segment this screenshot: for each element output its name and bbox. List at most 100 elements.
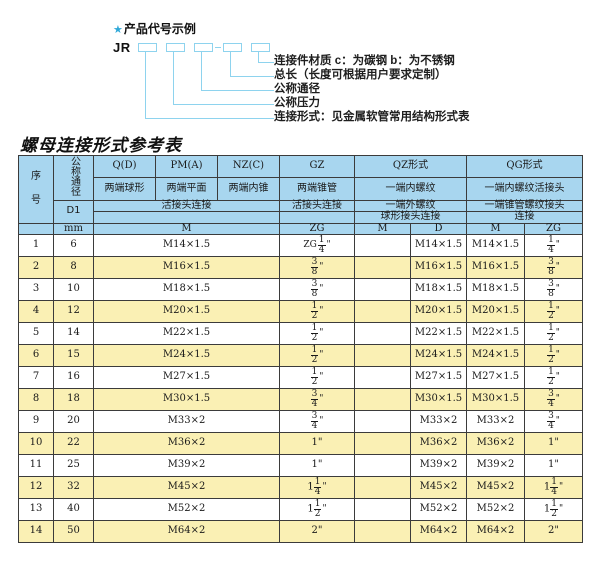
cell-dn: 6	[53, 234, 94, 257]
cell-qg-m: M30×1.5	[466, 388, 525, 411]
cell-seq: 12	[18, 476, 54, 499]
header-d1-qz: 球形接头连接	[354, 211, 467, 224]
cell-qg-m: M39×2	[466, 454, 525, 477]
cell-qz-m	[354, 256, 411, 279]
cell-qg-zg: 3 8 "	[524, 278, 583, 301]
cell-qz-d: M16×1.5	[410, 256, 467, 279]
cell-qz-m	[354, 498, 411, 521]
cell-dn: 10	[53, 278, 94, 301]
cell-m: M39×2	[93, 454, 280, 477]
header-row-units: mm M ZG M D M ZG	[18, 222, 583, 235]
product-code-heading-label: 产品代号示例	[123, 22, 196, 36]
cell-gz: 1 1 2 "	[279, 498, 355, 521]
table-row: 3 10 M18×1.5 3 8 " M18×1.5 M18×1.5 3 8 "	[18, 278, 583, 301]
product-code-heading: ★产品代号示例	[113, 20, 196, 37]
product-code-diagram: ★产品代号示例 JR 连接件材质 c：为碳钢 b：为不锈钢 总长（长度可根据用户…	[0, 0, 600, 128]
annotation-nominal-dia: 公称通径	[274, 83, 320, 95]
cell-qz-m	[354, 322, 411, 345]
product-code-prefix: JR	[113, 40, 131, 55]
cell-qg-zg: 1 2 "	[524, 300, 583, 323]
cell-qz-m	[354, 388, 411, 411]
cell-gz: 1 2 "	[279, 344, 355, 367]
cell-dn: 22	[53, 432, 94, 455]
header-join-qg: 一端锥管螺纹接头	[466, 199, 583, 212]
cell-qz-d: M27×1.5	[410, 366, 467, 389]
cell-qg-zg: 1 1 2 "	[524, 498, 583, 521]
table-row: 8 18 M30×1.5 3 4 " M30×1.5 M30×1.5 3 4 "	[18, 388, 583, 411]
cell-qg-m: M64×2	[466, 520, 525, 543]
cell-qg-m: M36×2	[466, 432, 525, 455]
header-group-code-qg: QG形式	[466, 154, 583, 179]
header-desc-nzc: 两端内锥	[217, 177, 280, 201]
cell-qg-m: M24×1.5	[466, 344, 525, 367]
header-unit-seq	[18, 222, 54, 235]
cell-qg-zg: 1 2 "	[524, 322, 583, 345]
header-nominal-diameter: 公称通径	[53, 155, 94, 201]
cell-m: M33×2	[93, 410, 280, 433]
cell-qg-zg: 3 4 "	[524, 410, 583, 433]
cell-qg-zg: 1 2 "	[524, 366, 583, 389]
header-desc-gz: 两端锥管	[279, 177, 355, 201]
cell-gz: 3 8 "	[279, 256, 355, 279]
header-d1-qg: 连接	[466, 211, 583, 224]
cell-qz-m	[354, 366, 411, 389]
table-title: 螺母连接形式参考表	[20, 136, 182, 156]
cell-seq: 11	[18, 454, 54, 477]
header-unit-qg-zg: ZG	[524, 222, 583, 235]
cell-gz: 2"	[279, 520, 355, 543]
header-row-codes: 序 号 公称通径 Q(D) PM(A) NZ(C) GZ QZ形式 QG形式	[18, 154, 583, 224]
cell-qg-m: M22×1.5	[466, 322, 525, 345]
cell-m: M14×1.5	[93, 234, 280, 257]
header-join-gz: 活接头连接	[279, 199, 355, 212]
cell-gz: 1 2 "	[279, 322, 355, 345]
cell-dn: 16	[53, 366, 94, 389]
cell-qg-m: M14×1.5	[466, 234, 525, 257]
cell-seq: 5	[18, 322, 54, 345]
code-box-1	[138, 43, 157, 52]
cell-qz-d: M64×2	[410, 520, 467, 543]
cell-m: M30×1.5	[93, 388, 280, 411]
annotation-connect-type: 连接形式：见金属软管常用结构形式表	[274, 111, 470, 123]
cell-qz-m	[354, 278, 411, 301]
cell-gz: 3 4 "	[279, 410, 355, 433]
cell-gz: ZG 1 4 "	[279, 234, 355, 257]
cell-m: M22×1.5	[93, 322, 280, 345]
leader-line-5-h	[145, 118, 274, 119]
header-row-join: D1 活接头连接 活接头连接 一端外螺纹 一端锥管螺纹接头	[19, 199, 583, 224]
cell-seq: 2	[18, 256, 54, 279]
cell-qz-d: M45×2	[410, 476, 467, 499]
cell-qg-zg: 1 1 4 "	[524, 476, 583, 499]
table-row: 14 50 M64×2 2" M64×2 M64×2 2"	[18, 520, 583, 543]
cell-dn: 14	[53, 322, 94, 345]
cell-dn: 8	[53, 256, 94, 279]
cell-qz-d: M33×2	[410, 410, 467, 433]
header-d1-gz	[279, 211, 355, 224]
cell-dn: 20	[53, 410, 94, 433]
cell-qg-zg: 1 2 "	[524, 344, 583, 367]
cell-dn: 25	[53, 454, 94, 477]
cell-m: M36×2	[93, 432, 280, 455]
cell-gz: 1 1 4 "	[279, 476, 355, 499]
header-group-code-pma: PM(A)	[155, 154, 218, 179]
cell-qz-m	[354, 454, 411, 477]
header-group-code-nzc: NZ(C)	[217, 154, 280, 179]
star-icon: ★	[113, 24, 123, 36]
table-row: 6 15 M24×1.5 1 2 " M24×1.5 M24×1.5 1 2 "	[18, 344, 583, 367]
header-desc-qz: 一端内螺纹	[354, 177, 467, 201]
cell-qz-d: M39×2	[410, 454, 467, 477]
cell-m: M18×1.5	[93, 278, 280, 301]
cell-m: M64×2	[93, 520, 280, 543]
cell-seq: 8	[18, 388, 54, 411]
header-row-d1: 球形接头连接 连接	[19, 211, 583, 224]
cell-qz-d: M14×1.5	[410, 234, 467, 257]
cell-gz: 3 8 "	[279, 278, 355, 301]
cell-seq: 13	[18, 498, 54, 521]
cell-qg-zg: 2"	[524, 520, 583, 543]
cell-qz-m	[354, 234, 411, 257]
cell-seq: 14	[18, 520, 54, 543]
annotation-material: 连接件材质 c：为碳钢 b：为不锈钢	[274, 55, 455, 67]
cell-qg-m: M18×1.5	[466, 278, 525, 301]
cell-gz: 1"	[279, 432, 355, 455]
cell-m: M16×1.5	[93, 256, 280, 279]
code-box-5	[251, 43, 270, 52]
